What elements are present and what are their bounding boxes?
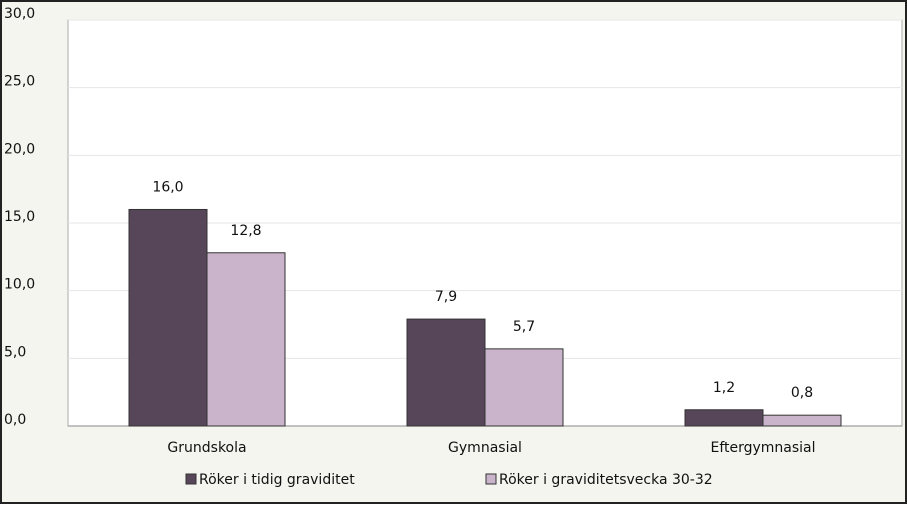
data-label: 5,7 [513,319,535,335]
y-tick-label: 5,0 [4,344,26,360]
bar [484,348,564,427]
data-label: 16,0 [152,179,183,195]
bar [128,208,208,427]
data-label: 7,9 [435,289,457,305]
y-tick-label: 10,0 [4,277,35,293]
bar [684,409,764,427]
legend-label: Röker i tidig graviditet [199,472,355,488]
data-label: 0,8 [791,385,813,401]
y-tick-label: 0,0 [4,412,26,428]
x-tick-label: Grundskola [167,440,246,456]
legend-swatch [185,473,197,485]
legend-swatch [485,473,497,485]
data-label: 1,2 [713,380,735,396]
y-tick-label: 15,0 [4,209,35,225]
data-label: 12,8 [230,223,261,239]
legend-label: Röker i graviditetsvecka 30-32 [499,472,713,488]
y-tick-label: 20,0 [4,141,35,157]
bar [406,318,486,427]
x-tick-label: Gymnasial [448,440,522,456]
x-tick-label: Eftergymnasial [710,440,815,456]
bar [762,414,842,427]
y-tick-label: 25,0 [4,74,35,90]
bar [206,252,286,427]
y-tick-label: 30,0 [4,6,35,22]
